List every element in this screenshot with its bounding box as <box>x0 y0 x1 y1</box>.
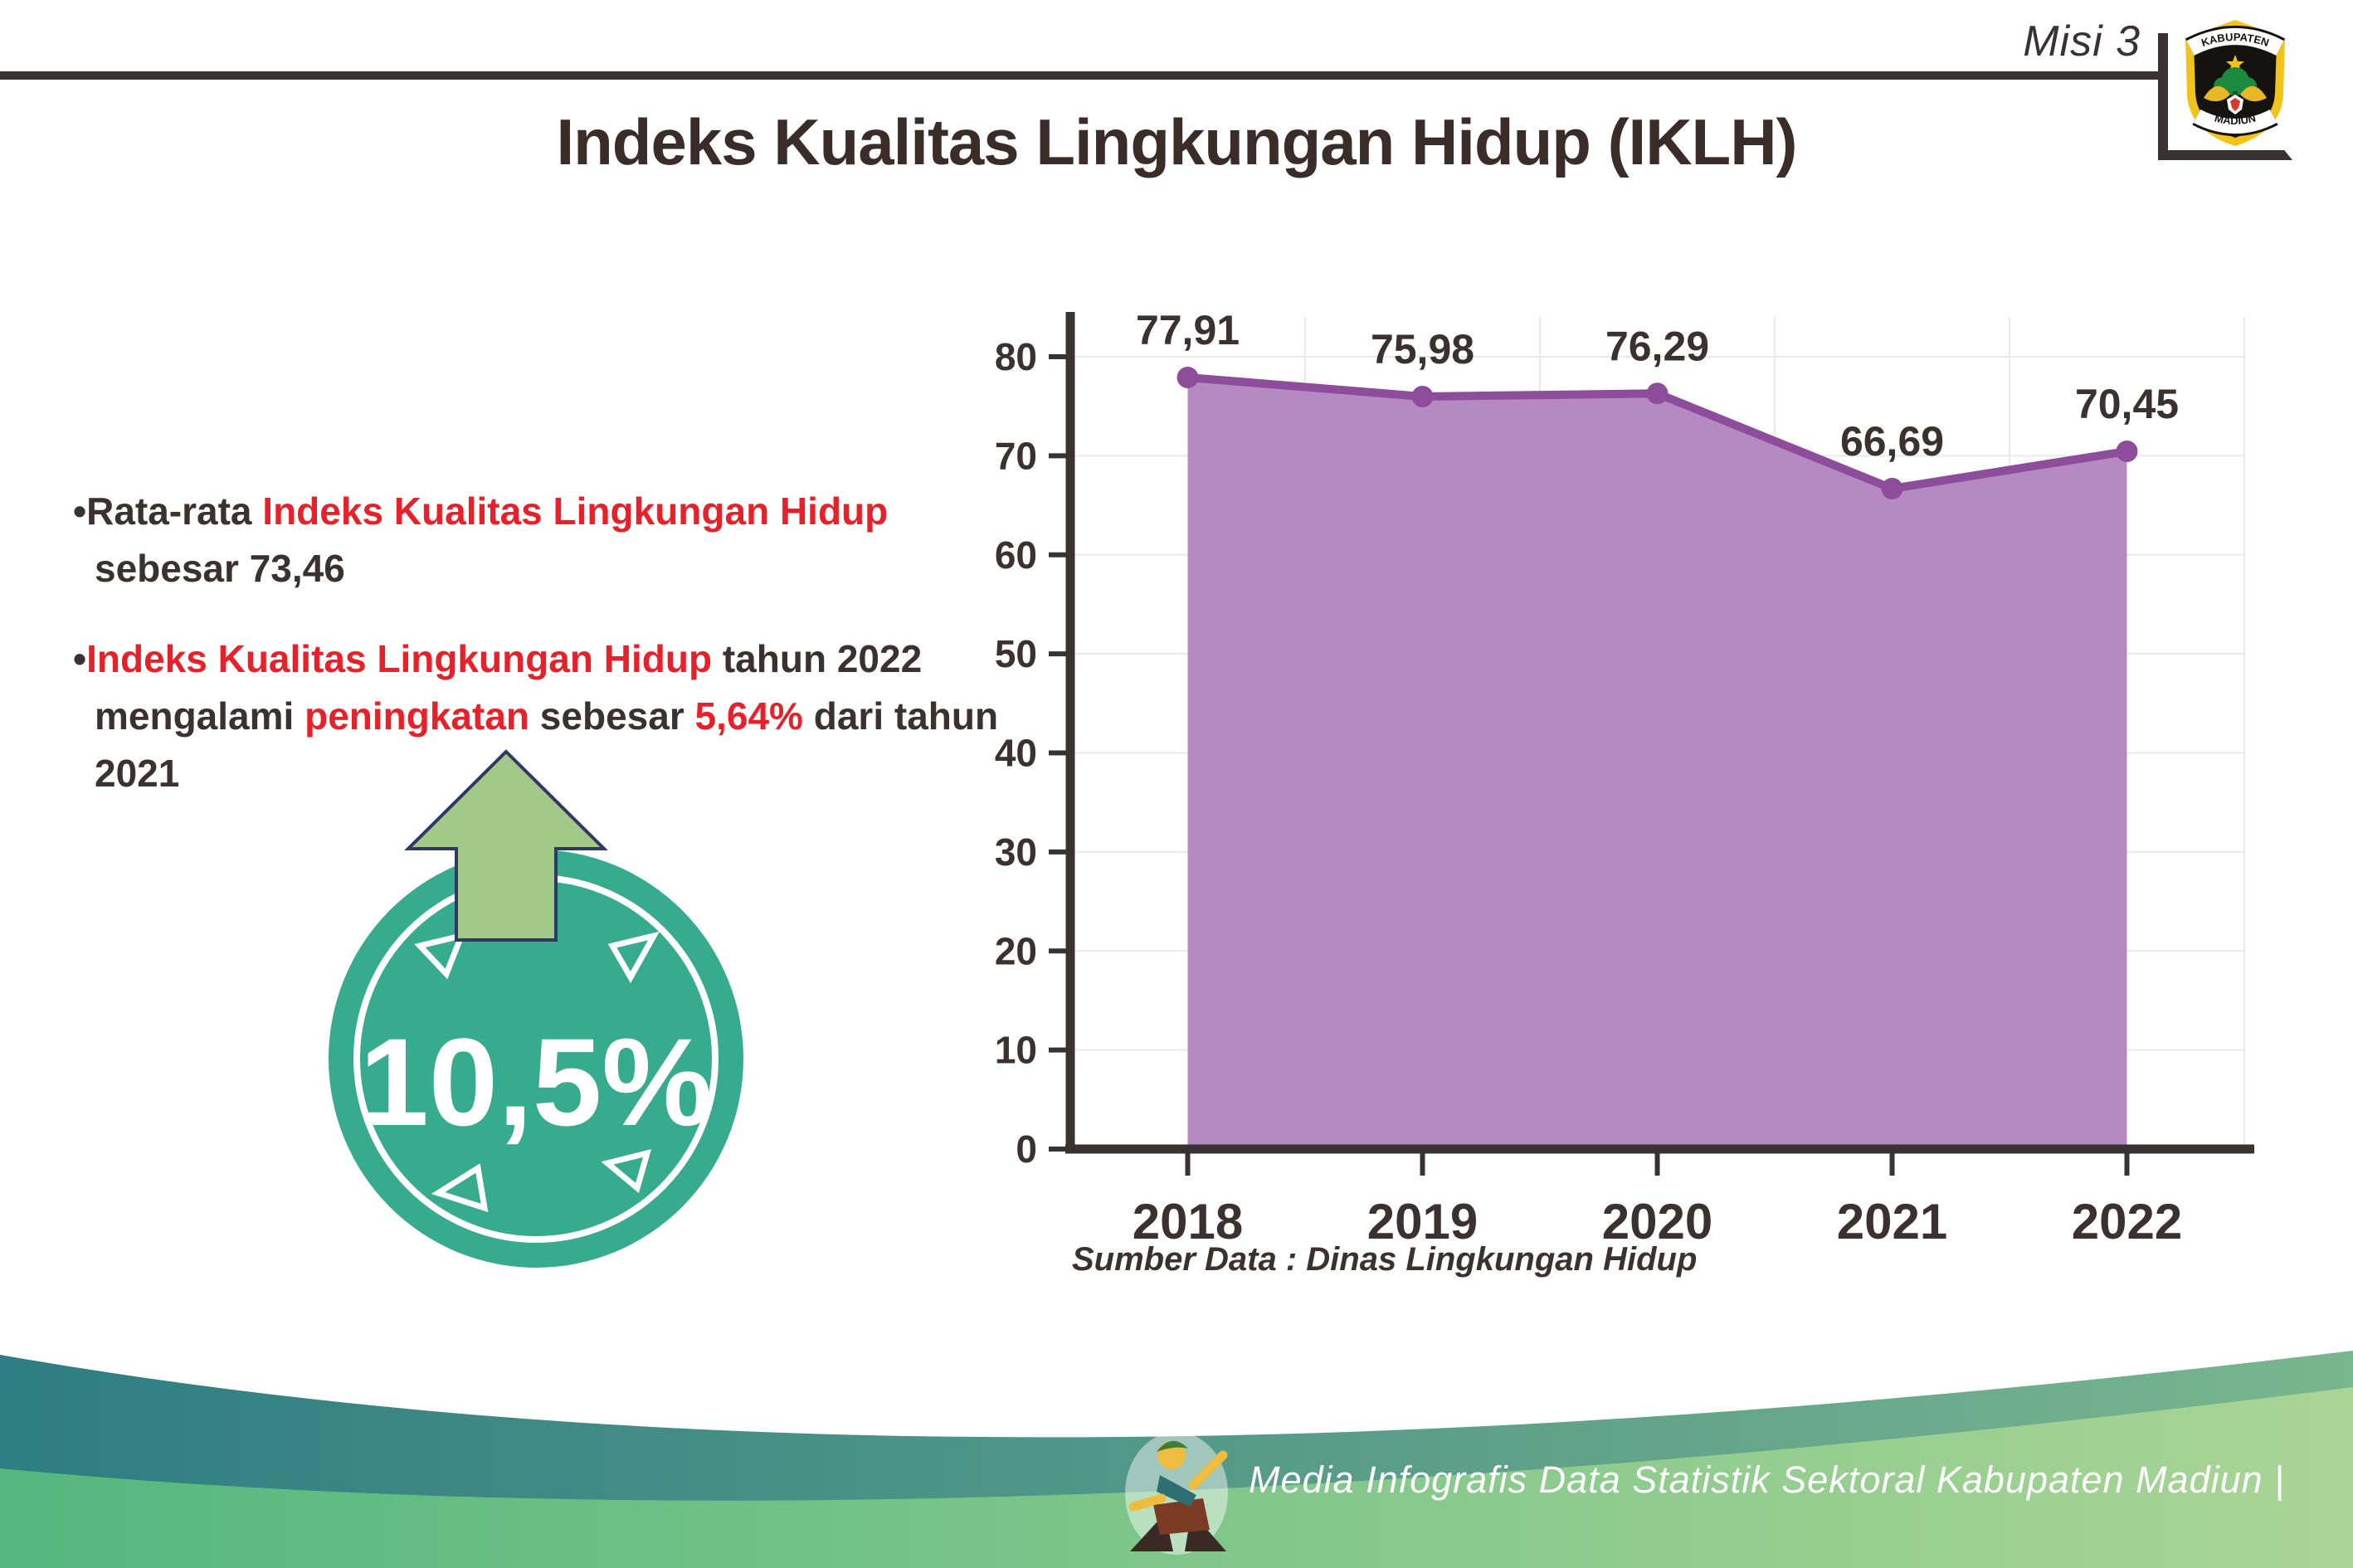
text-segment: tahun 2022 mengalami <box>95 637 923 738</box>
footer-wave-green <box>0 1387 2353 1568</box>
kabupaten-madiun-logo-icon: KABUPATEN MADIUN <box>2185 20 2285 146</box>
badge-triangle-top-left <box>414 932 466 980</box>
text-segment: •Rata-rata <box>73 489 263 533</box>
text-segment: Indeks Kualitas Lingkungan Hidup <box>262 489 889 533</box>
badge-value: 10,5% <box>359 1012 712 1152</box>
y-axis-tick-label: 40 <box>995 732 1037 775</box>
x-axis-category-label: 2019 <box>1367 1194 1478 1249</box>
x-axis-category-label: 2022 <box>2072 1194 2182 1249</box>
logo-star-icon <box>2226 55 2244 72</box>
data-point <box>1411 385 1434 407</box>
bullet-average-iklh: •Rata-rata Indeks Kualitas Lingkungan Hi… <box>73 483 1040 597</box>
text-segment: dari tahun 2021 <box>95 694 999 795</box>
badge-triangle-top-right <box>607 931 660 984</box>
up-arrow-icon <box>404 749 608 942</box>
mascot-sash <box>1157 1475 1196 1507</box>
y-axis-tick-label: 80 <box>995 335 1037 378</box>
data-point-value-label: 66,69 <box>1840 418 1944 465</box>
y-axis-tick-label: 20 <box>995 929 1037 972</box>
logo-banner-top <box>2186 28 2284 56</box>
text-segment: sebesar <box>529 694 695 738</box>
x-axis-category-label: 2018 <box>1133 1194 1243 1249</box>
badge-triangle-bottom-left <box>431 1163 489 1213</box>
bullet-increase-iklh: •Indeks Kualitas Lingkungan Hidup tahun … <box>73 631 1040 802</box>
text-segment: • <box>73 637 87 680</box>
footer-caption: Media Infografis Data Statistik Sektoral… <box>1249 1458 2285 1501</box>
data-point <box>1646 382 1669 405</box>
misi-label: Misi 3 <box>2023 17 2141 66</box>
footer-wave <box>0 1351 2353 1568</box>
badge-circle <box>329 850 743 1268</box>
data-point <box>1881 477 1903 499</box>
logo-wing-left <box>2204 85 2230 102</box>
text-segment: 5,64% <box>694 694 803 738</box>
data-point-value-label: 76,29 <box>1605 323 1709 369</box>
data-point-value-label: 77,91 <box>1136 307 1240 353</box>
mascot-cap <box>1157 1440 1188 1452</box>
logo-center-shield-red <box>2230 98 2240 111</box>
x-axis-category-label: 2021 <box>1837 1194 1947 1249</box>
page-title: Indeks Kualitas Lingkungan Hidup (IKLH) <box>556 105 1797 178</box>
data-point <box>1176 366 1199 388</box>
chart-source-label: Sumber Data : Dinas Lingkungan Hidup <box>1072 1241 1698 1278</box>
y-axis-tick-label: 70 <box>995 434 1037 477</box>
mascot-arm-right <box>1188 1450 1228 1490</box>
logo-wing-right <box>2240 85 2267 102</box>
footer-wave-teal <box>0 1351 2353 1507</box>
logo-top-text: KABUPATEN <box>2200 31 2271 49</box>
data-point-value-label: 70,45 <box>2075 381 2179 427</box>
logo-bracket-horizontal <box>2158 150 2292 160</box>
logo-bottom-text: MADIUN <box>2214 111 2258 127</box>
data-point <box>2116 441 2138 463</box>
mascot-arm-left <box>1128 1493 1167 1512</box>
text-segment: Indeks Kualitas Lingkungan Hidup <box>86 637 713 680</box>
area-fill <box>1187 377 2127 1150</box>
y-axis-tick-label: 30 <box>995 830 1037 874</box>
text-segment: peningkatan <box>304 694 530 738</box>
logo-banner-bottom <box>2193 109 2277 134</box>
header-rule <box>0 71 2161 80</box>
mascot-skirt <box>1153 1498 1210 1535</box>
y-axis-tick-label: 0 <box>1016 1127 1037 1171</box>
badge-triangle-bottom-right <box>601 1149 652 1194</box>
x-axis-category-label: 2020 <box>1602 1194 1712 1249</box>
text-segment: sebesar 73,46 <box>95 547 345 590</box>
logo-bracket-vertical <box>2158 33 2168 159</box>
y-axis-tick-label: 10 <box>995 1029 1037 1072</box>
iklh-area-chart: 0 10 20 30 40 50 60 70 80 2018 2019 2020 2021 2022 77,… <box>995 307 2254 1249</box>
dancer-mascot-icon <box>1125 1432 1228 1555</box>
y-axis-tick-label: 50 <box>995 632 1037 675</box>
data-point-value-label: 75,98 <box>1371 326 1474 373</box>
y-axis-tick-label: 60 <box>995 533 1037 577</box>
increase-badge: 10,5% <box>329 749 743 1268</box>
